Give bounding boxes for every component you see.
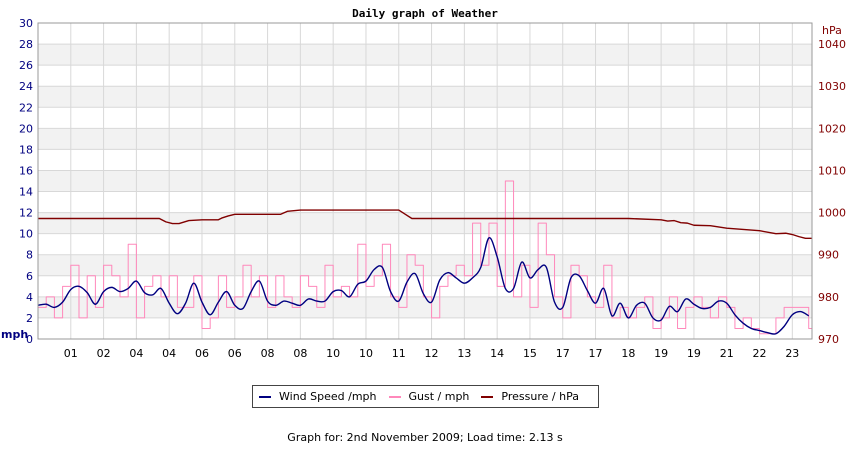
legend: Wind Speed /mph Gust / mph Pressure / hP… bbox=[252, 385, 599, 408]
legend-item-gust: Gust / mph bbox=[388, 390, 470, 403]
left-tick-label: 20 bbox=[19, 122, 33, 135]
left-tick-label: 18 bbox=[19, 143, 33, 156]
left-tick-label: 22 bbox=[19, 101, 33, 114]
x-tick-label: 08 bbox=[293, 347, 307, 360]
right-tick-label: 1040 bbox=[818, 38, 846, 51]
x-tick-label: 23 bbox=[785, 347, 799, 360]
right-tick-label: 1010 bbox=[818, 164, 846, 177]
x-tick-label: 19 bbox=[654, 347, 668, 360]
x-tick-label: 04 bbox=[162, 347, 176, 360]
right-tick-label: 970 bbox=[818, 333, 839, 346]
left-tick-label: 2 bbox=[26, 312, 33, 325]
background-band bbox=[38, 254, 812, 276]
left-tick-label: 12 bbox=[19, 207, 33, 220]
chart-title: Daily graph of Weather bbox=[352, 7, 498, 20]
x-tick-label: 18 bbox=[621, 347, 635, 360]
x-tick-label: 22 bbox=[753, 347, 767, 360]
left-tick-label: 24 bbox=[19, 80, 33, 93]
right-tick-label: 1020 bbox=[818, 122, 846, 135]
x-tick-label: 15 bbox=[523, 347, 537, 360]
background-band bbox=[38, 128, 812, 150]
legend-swatch-wind bbox=[259, 395, 271, 398]
x-tick-label: 10 bbox=[326, 347, 340, 360]
right-tick-label: 980 bbox=[818, 291, 839, 304]
legend-label-gust: Gust / mph bbox=[408, 390, 470, 403]
left-tick-label: 6 bbox=[26, 270, 33, 283]
background-band bbox=[38, 86, 812, 108]
x-tick-label: 08 bbox=[261, 347, 275, 360]
left-tick-label: 30 bbox=[19, 17, 33, 30]
left-tick-label: 14 bbox=[19, 186, 33, 199]
legend-item-wind: Wind Speed /mph bbox=[259, 390, 377, 403]
background-band bbox=[38, 170, 812, 192]
background-band bbox=[38, 296, 812, 318]
plot-frame bbox=[37, 22, 813, 340]
legend-swatch-pressure bbox=[481, 395, 494, 398]
background-band bbox=[38, 212, 812, 234]
left-tick-label: 28 bbox=[19, 38, 33, 51]
right-axis-label: hPa bbox=[822, 24, 842, 37]
left-tick-label: 0 bbox=[26, 333, 33, 346]
x-tick-label: 21 bbox=[720, 347, 734, 360]
background-band bbox=[38, 44, 812, 66]
x-axis-ticks: 01 02 04 04 06 06 08 08 10 10 11 12 13 14 15 17 17 18 19 19… bbox=[64, 347, 800, 360]
left-tick-label: 10 bbox=[19, 228, 33, 241]
pressure-line bbox=[38, 209, 812, 240]
left-axis-label: mph bbox=[1, 328, 28, 341]
x-tick-label: 13 bbox=[457, 347, 471, 360]
footer-info: Graph for: 2nd November 2009; Load time:… bbox=[287, 431, 563, 444]
x-tick-label: 17 bbox=[589, 347, 603, 360]
x-tick-label: 01 bbox=[64, 347, 78, 360]
right-tick-label: 990 bbox=[818, 249, 839, 262]
legend-item-pressure: Pressure / hPa bbox=[481, 390, 579, 403]
background-bands bbox=[38, 44, 812, 318]
x-tick-label: 17 bbox=[556, 347, 570, 360]
gust-line bbox=[38, 180, 812, 335]
x-tick-label: 11 bbox=[392, 347, 406, 360]
series-layer bbox=[37, 180, 812, 335]
left-tick-label: 16 bbox=[19, 164, 33, 177]
right-tick-label: 1030 bbox=[818, 80, 846, 93]
left-tick-label: 8 bbox=[26, 249, 33, 262]
x-tick-label: 06 bbox=[228, 347, 242, 360]
x-tick-label: 02 bbox=[97, 347, 111, 360]
x-tick-label: 06 bbox=[195, 347, 209, 360]
legend-label-pressure: Pressure / hPa bbox=[501, 390, 579, 403]
x-tick-label: 04 bbox=[129, 347, 143, 360]
x-tick-label: 12 bbox=[425, 347, 439, 360]
x-tick-label: 10 bbox=[359, 347, 373, 360]
legend-swatch-gust bbox=[388, 395, 401, 398]
x-tick-label: 14 bbox=[490, 347, 504, 360]
right-tick-label: 1000 bbox=[818, 207, 846, 220]
right-axis-ticks: 970 980 990 1000 1010 1020 1030 1040 bbox=[818, 38, 846, 346]
left-tick-label: 26 bbox=[19, 59, 33, 72]
wind-speed-line bbox=[37, 237, 810, 335]
legend-label-wind: Wind Speed /mph bbox=[279, 390, 377, 403]
x-tick-label: 19 bbox=[687, 347, 701, 360]
left-tick-label: 4 bbox=[26, 291, 33, 304]
